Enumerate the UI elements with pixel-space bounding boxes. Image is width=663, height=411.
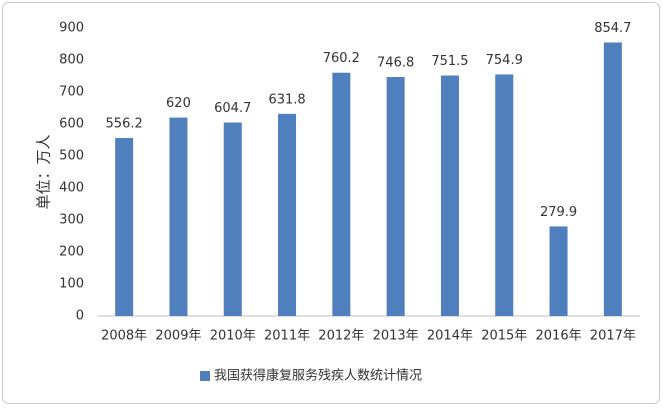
y-tick-label: 800 bbox=[59, 53, 84, 68]
y-tick-label: 700 bbox=[59, 85, 84, 100]
bar bbox=[278, 113, 297, 316]
x-tick-label: 2015年 bbox=[481, 329, 527, 344]
x-tick-label: 2016年 bbox=[536, 329, 582, 344]
data-label: 751.5 bbox=[431, 54, 468, 69]
data-label: 620 bbox=[166, 96, 191, 111]
bar bbox=[549, 226, 568, 316]
data-label: 760.2 bbox=[323, 51, 360, 66]
bar bbox=[386, 77, 405, 316]
data-label: 604.7 bbox=[214, 101, 251, 116]
bar bbox=[169, 117, 188, 316]
data-label: 746.8 bbox=[377, 56, 414, 71]
x-tick-label: 2014年 bbox=[427, 329, 473, 344]
y-axis-label: 单位：万人 bbox=[35, 134, 53, 209]
bar bbox=[332, 72, 351, 317]
bar bbox=[603, 42, 622, 316]
y-tick-label: 200 bbox=[59, 245, 84, 260]
legend-swatch bbox=[200, 371, 210, 381]
y-tick-label: 300 bbox=[59, 213, 84, 228]
bar bbox=[115, 138, 134, 316]
x-tick-label: 2017年 bbox=[590, 329, 636, 344]
x-tick-label: 2012年 bbox=[318, 329, 364, 344]
y-tick-label: 100 bbox=[59, 277, 84, 292]
x-tick-label: 2010年 bbox=[210, 329, 256, 344]
x-tick-label: 2013年 bbox=[373, 329, 419, 344]
bar bbox=[440, 75, 459, 317]
y-tick-label: 600 bbox=[59, 117, 84, 132]
y-tick-label: 400 bbox=[59, 181, 84, 196]
y-tick-label: 0 bbox=[76, 309, 84, 324]
y-tick-label: 500 bbox=[59, 149, 84, 164]
x-tick-label: 2009年 bbox=[155, 329, 201, 344]
x-tick-label: 2011年 bbox=[264, 329, 310, 344]
data-label: 854.7 bbox=[594, 21, 631, 36]
legend-label: 我国获得康复服务残疾人数统计情况 bbox=[214, 368, 422, 384]
bar bbox=[223, 122, 242, 316]
data-label: 556.2 bbox=[106, 117, 143, 132]
data-label: 631.8 bbox=[268, 92, 305, 107]
x-tick-label: 2008年 bbox=[101, 329, 147, 344]
y-tick-label: 900 bbox=[59, 21, 84, 36]
bar bbox=[495, 74, 514, 316]
data-label: 754.9 bbox=[486, 53, 523, 68]
data-label: 279.9 bbox=[540, 205, 577, 220]
